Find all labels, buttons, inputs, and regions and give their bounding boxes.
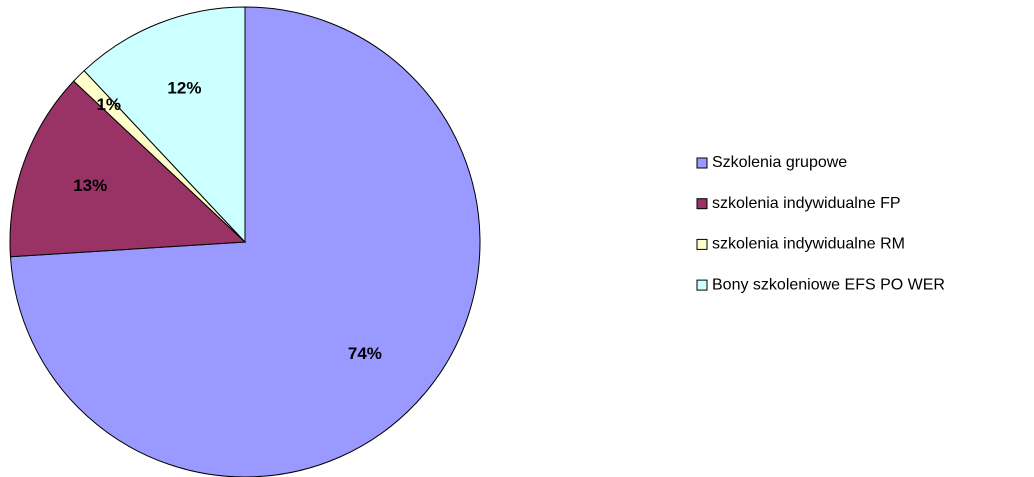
data-label: 12% xyxy=(167,79,201,98)
legend-swatch xyxy=(696,198,708,210)
legend-swatch xyxy=(696,157,708,169)
pie-slice xyxy=(9,80,247,258)
data-label: 74% xyxy=(348,344,382,363)
legend-swatch xyxy=(696,279,708,291)
legend-label: Bony szkoleniowe EFS PO WER xyxy=(712,276,945,293)
pie-slice xyxy=(83,6,246,244)
legend-label: Szkolenia grupowe xyxy=(712,154,847,171)
legend-swatch xyxy=(696,238,708,250)
legend-label: szkolenia indywidualne RM xyxy=(712,236,905,253)
data-label: 13% xyxy=(73,176,107,195)
data-label: 1% xyxy=(96,95,121,114)
legend-label: szkolenia indywidualne FP xyxy=(712,195,901,212)
